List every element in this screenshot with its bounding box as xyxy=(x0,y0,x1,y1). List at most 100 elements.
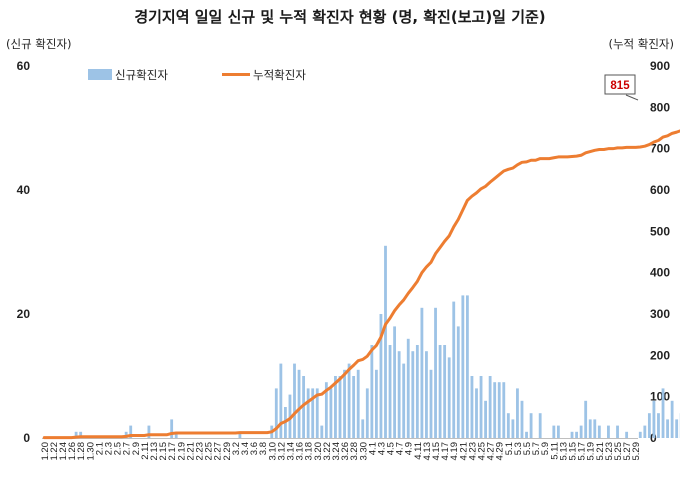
bar xyxy=(647,413,651,438)
y-tick-label: 60 xyxy=(17,59,31,73)
bar xyxy=(379,314,383,438)
callout-leader xyxy=(625,94,639,101)
bar xyxy=(402,363,406,438)
legend-label-new-cases: 신규확진자 xyxy=(115,68,168,82)
bar xyxy=(443,345,447,438)
bar xyxy=(429,369,433,438)
legend-swatch-new-cases xyxy=(88,69,112,80)
bar xyxy=(661,388,665,438)
x-tick-label: 1.30 xyxy=(85,442,96,461)
bar xyxy=(352,376,356,438)
x-tick-label: 4.15 xyxy=(431,442,442,461)
bar xyxy=(607,425,610,438)
x-tick-label: 2.27 xyxy=(213,442,224,461)
bar xyxy=(147,425,151,438)
bar xyxy=(425,351,428,438)
y2-tick-label: 100 xyxy=(650,390,670,404)
bar xyxy=(329,388,333,438)
y2-tick-label: 900 xyxy=(650,59,670,73)
y-tick-label: 20 xyxy=(17,307,31,321)
legend: 신규확진자 누적확진자 xyxy=(88,68,306,82)
x-tick-label: 1.22 xyxy=(49,442,60,461)
y2-tick-label: 200 xyxy=(650,348,670,362)
y-tick-label: 40 xyxy=(17,183,31,197)
x-tick-label: 5.17 xyxy=(577,442,588,461)
bar xyxy=(238,431,242,438)
x-tick-label: 5.9 xyxy=(540,442,551,455)
bar xyxy=(343,369,346,438)
bar xyxy=(556,425,560,438)
legend-label-cumulative: 누적확진자 xyxy=(253,68,306,82)
x-tick-label: 3.4 xyxy=(240,442,251,455)
bar xyxy=(79,431,83,438)
y2-tick-label: 400 xyxy=(650,266,670,280)
bar xyxy=(516,388,519,438)
y2-tick-label: 800 xyxy=(650,100,670,114)
bar xyxy=(447,357,451,438)
bar xyxy=(302,376,306,438)
callout-value: 815 xyxy=(610,80,630,92)
x-tick-label: 5.23 xyxy=(604,442,615,461)
x-tick-label: 5.7 xyxy=(531,442,542,455)
bar xyxy=(356,369,360,438)
bar xyxy=(638,431,642,438)
bar xyxy=(652,400,656,438)
bar xyxy=(670,400,674,438)
x-tick-label: 2.19 xyxy=(176,442,187,461)
bar xyxy=(538,413,542,438)
bar xyxy=(438,345,442,438)
bar xyxy=(493,382,497,438)
bar xyxy=(174,431,178,438)
bar xyxy=(666,419,669,438)
bar xyxy=(347,363,351,438)
x-tick-label: 5.3 xyxy=(513,442,524,455)
bar xyxy=(497,382,501,438)
y-tick-label: 0 xyxy=(23,431,30,445)
x-tick-label: 3.10 xyxy=(267,442,278,461)
bar xyxy=(520,400,524,438)
x-tick-label: 2.9 xyxy=(131,442,142,455)
bar xyxy=(361,419,365,438)
bar xyxy=(657,413,660,438)
x-tick-label: 5.11 xyxy=(549,442,560,460)
bar xyxy=(625,431,629,438)
bar xyxy=(529,413,533,438)
x-tick-label: 2.29 xyxy=(222,442,233,461)
x-tick-label: 4.23 xyxy=(467,442,478,461)
y-axis-ticks: 0 20 40 60 xyxy=(17,59,31,445)
cumulative-cases-line xyxy=(42,129,680,440)
bar xyxy=(643,425,647,438)
bar xyxy=(324,382,328,438)
x-tick-label: 4.7 xyxy=(395,442,406,455)
bar xyxy=(575,431,578,438)
y2-axis-label: (누적 확진자) xyxy=(608,37,674,51)
bar xyxy=(306,388,310,438)
x-tick-label: 3.18 xyxy=(304,442,315,461)
y2-tick-label: 500 xyxy=(650,224,670,238)
bar xyxy=(74,431,78,438)
x-tick-label: 1.20 xyxy=(40,442,51,461)
bar xyxy=(170,419,174,438)
bar xyxy=(415,345,419,438)
bar xyxy=(475,388,478,438)
bar xyxy=(506,413,510,438)
x-tick-label: 2.7 xyxy=(122,442,133,455)
x-tick-label: 5.29 xyxy=(631,442,642,461)
bar xyxy=(616,425,619,438)
x-tick-label: 5.5 xyxy=(522,442,533,455)
callout: 815 xyxy=(604,74,639,101)
x-tick-label: 2.13 xyxy=(149,442,160,461)
x-tick-label: 2.25 xyxy=(204,442,215,461)
bar xyxy=(374,369,378,438)
x-tick-label: 4.19 xyxy=(449,442,460,461)
new-cases-bars xyxy=(74,245,680,438)
bar xyxy=(525,431,528,438)
x-tick-label: 2.11 xyxy=(140,442,151,460)
bar xyxy=(279,363,283,438)
x-tick-label: 3.20 xyxy=(313,442,324,461)
x-tick-label: 2.1 xyxy=(94,442,105,455)
x-tick-label: 4.3 xyxy=(376,442,387,455)
x-tick-label: 2.5 xyxy=(113,442,124,455)
